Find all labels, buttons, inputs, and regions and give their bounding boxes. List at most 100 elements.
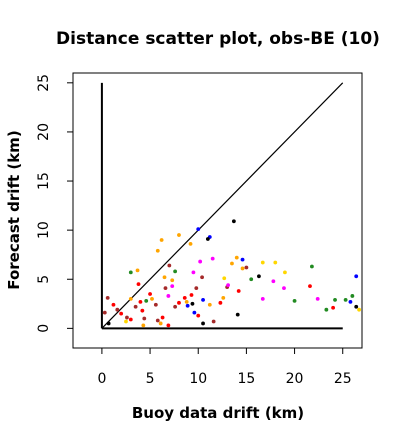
data-point <box>167 263 172 268</box>
data-point <box>308 284 312 289</box>
data-point <box>207 302 212 307</box>
data-point <box>162 275 167 280</box>
data-point <box>205 237 210 241</box>
data-point <box>350 294 355 298</box>
data-point <box>170 284 175 289</box>
data-point <box>282 286 286 290</box>
data-point <box>185 303 190 308</box>
data-point <box>173 304 178 309</box>
x-axis: 0 5 10 15 20 25 <box>97 347 352 387</box>
data-point <box>140 308 145 313</box>
data-point <box>184 299 189 304</box>
data-point <box>166 323 171 328</box>
data-point <box>324 307 329 312</box>
y-axis: 0 5 10 15 20 25 <box>36 74 74 333</box>
data-point <box>234 255 239 260</box>
data-point <box>196 313 201 318</box>
data-point <box>135 268 140 273</box>
reference-line-diagonal <box>101 82 344 329</box>
data-point <box>221 296 226 300</box>
data-point <box>230 261 234 266</box>
data-point <box>226 283 230 288</box>
data-point <box>155 248 160 253</box>
data-point <box>331 305 335 310</box>
data-point <box>188 241 193 246</box>
data-point <box>343 297 348 302</box>
data-point <box>153 302 158 307</box>
data-point <box>257 274 261 279</box>
data-point <box>260 296 265 301</box>
data-point <box>222 276 227 281</box>
data-point <box>201 297 205 302</box>
data-point <box>249 277 254 282</box>
data-point <box>354 274 359 279</box>
data-point <box>106 321 111 326</box>
data-point <box>150 296 154 301</box>
y-tick-label: 10 <box>36 221 52 239</box>
data-point <box>119 311 124 316</box>
data-point <box>240 257 245 262</box>
data-point <box>189 293 194 297</box>
data-point <box>141 323 146 328</box>
data-point <box>201 321 205 326</box>
data-point <box>142 316 147 321</box>
data-point <box>166 294 171 298</box>
data-point <box>231 219 236 224</box>
data-point <box>155 318 160 323</box>
data-point <box>182 296 187 300</box>
data-point <box>244 265 249 270</box>
y-tick-label: 0 <box>36 324 52 333</box>
data-point <box>125 315 129 320</box>
data-point <box>191 270 196 275</box>
data-point <box>198 259 203 264</box>
data-point <box>283 270 287 275</box>
x-tick-label: 15 <box>237 371 255 387</box>
data-point <box>235 312 240 317</box>
data-point <box>196 227 201 232</box>
data-point <box>315 296 320 301</box>
data-point <box>273 260 278 265</box>
data-point <box>354 304 359 309</box>
data-points <box>102 219 362 328</box>
data-point <box>111 302 116 307</box>
y-tick-label: 25 <box>36 74 52 92</box>
reference-lines <box>100 82 344 330</box>
x-tick-label: 5 <box>146 371 155 387</box>
data-point <box>128 317 133 322</box>
y-tick-label: 15 <box>36 172 52 190</box>
data-point <box>240 266 245 271</box>
data-point <box>159 238 164 242</box>
data-point <box>128 270 133 275</box>
data-point <box>260 260 265 265</box>
data-point <box>102 310 107 315</box>
data-point <box>218 300 223 305</box>
data-point <box>292 298 297 303</box>
chart-title: Distance scatter plot, obs-BE (10) <box>56 29 380 49</box>
data-point <box>210 256 215 261</box>
data-point <box>128 296 133 301</box>
x-tick-label: 20 <box>286 371 304 387</box>
data-point <box>144 298 149 303</box>
data-point <box>211 319 216 324</box>
x-tick-label: 10 <box>189 371 207 387</box>
y-axis-label: Forecast drift (km) <box>5 130 23 289</box>
data-point <box>200 275 204 280</box>
data-point <box>333 297 337 302</box>
y-tick-label: 20 <box>36 123 52 141</box>
data-point <box>115 307 120 312</box>
data-point <box>160 315 165 320</box>
y-tick-label: 5 <box>36 275 52 284</box>
data-point <box>177 300 181 305</box>
x-tick-label: 25 <box>334 371 352 387</box>
data-point <box>170 278 175 283</box>
data-point <box>177 233 181 237</box>
data-point <box>236 289 241 293</box>
data-point <box>136 282 141 287</box>
data-point <box>158 321 163 326</box>
data-point <box>194 286 199 290</box>
data-point <box>163 286 168 290</box>
data-point <box>271 279 276 284</box>
x-axis-label: Buoy data drift (km) <box>132 404 304 422</box>
data-point <box>192 310 197 315</box>
